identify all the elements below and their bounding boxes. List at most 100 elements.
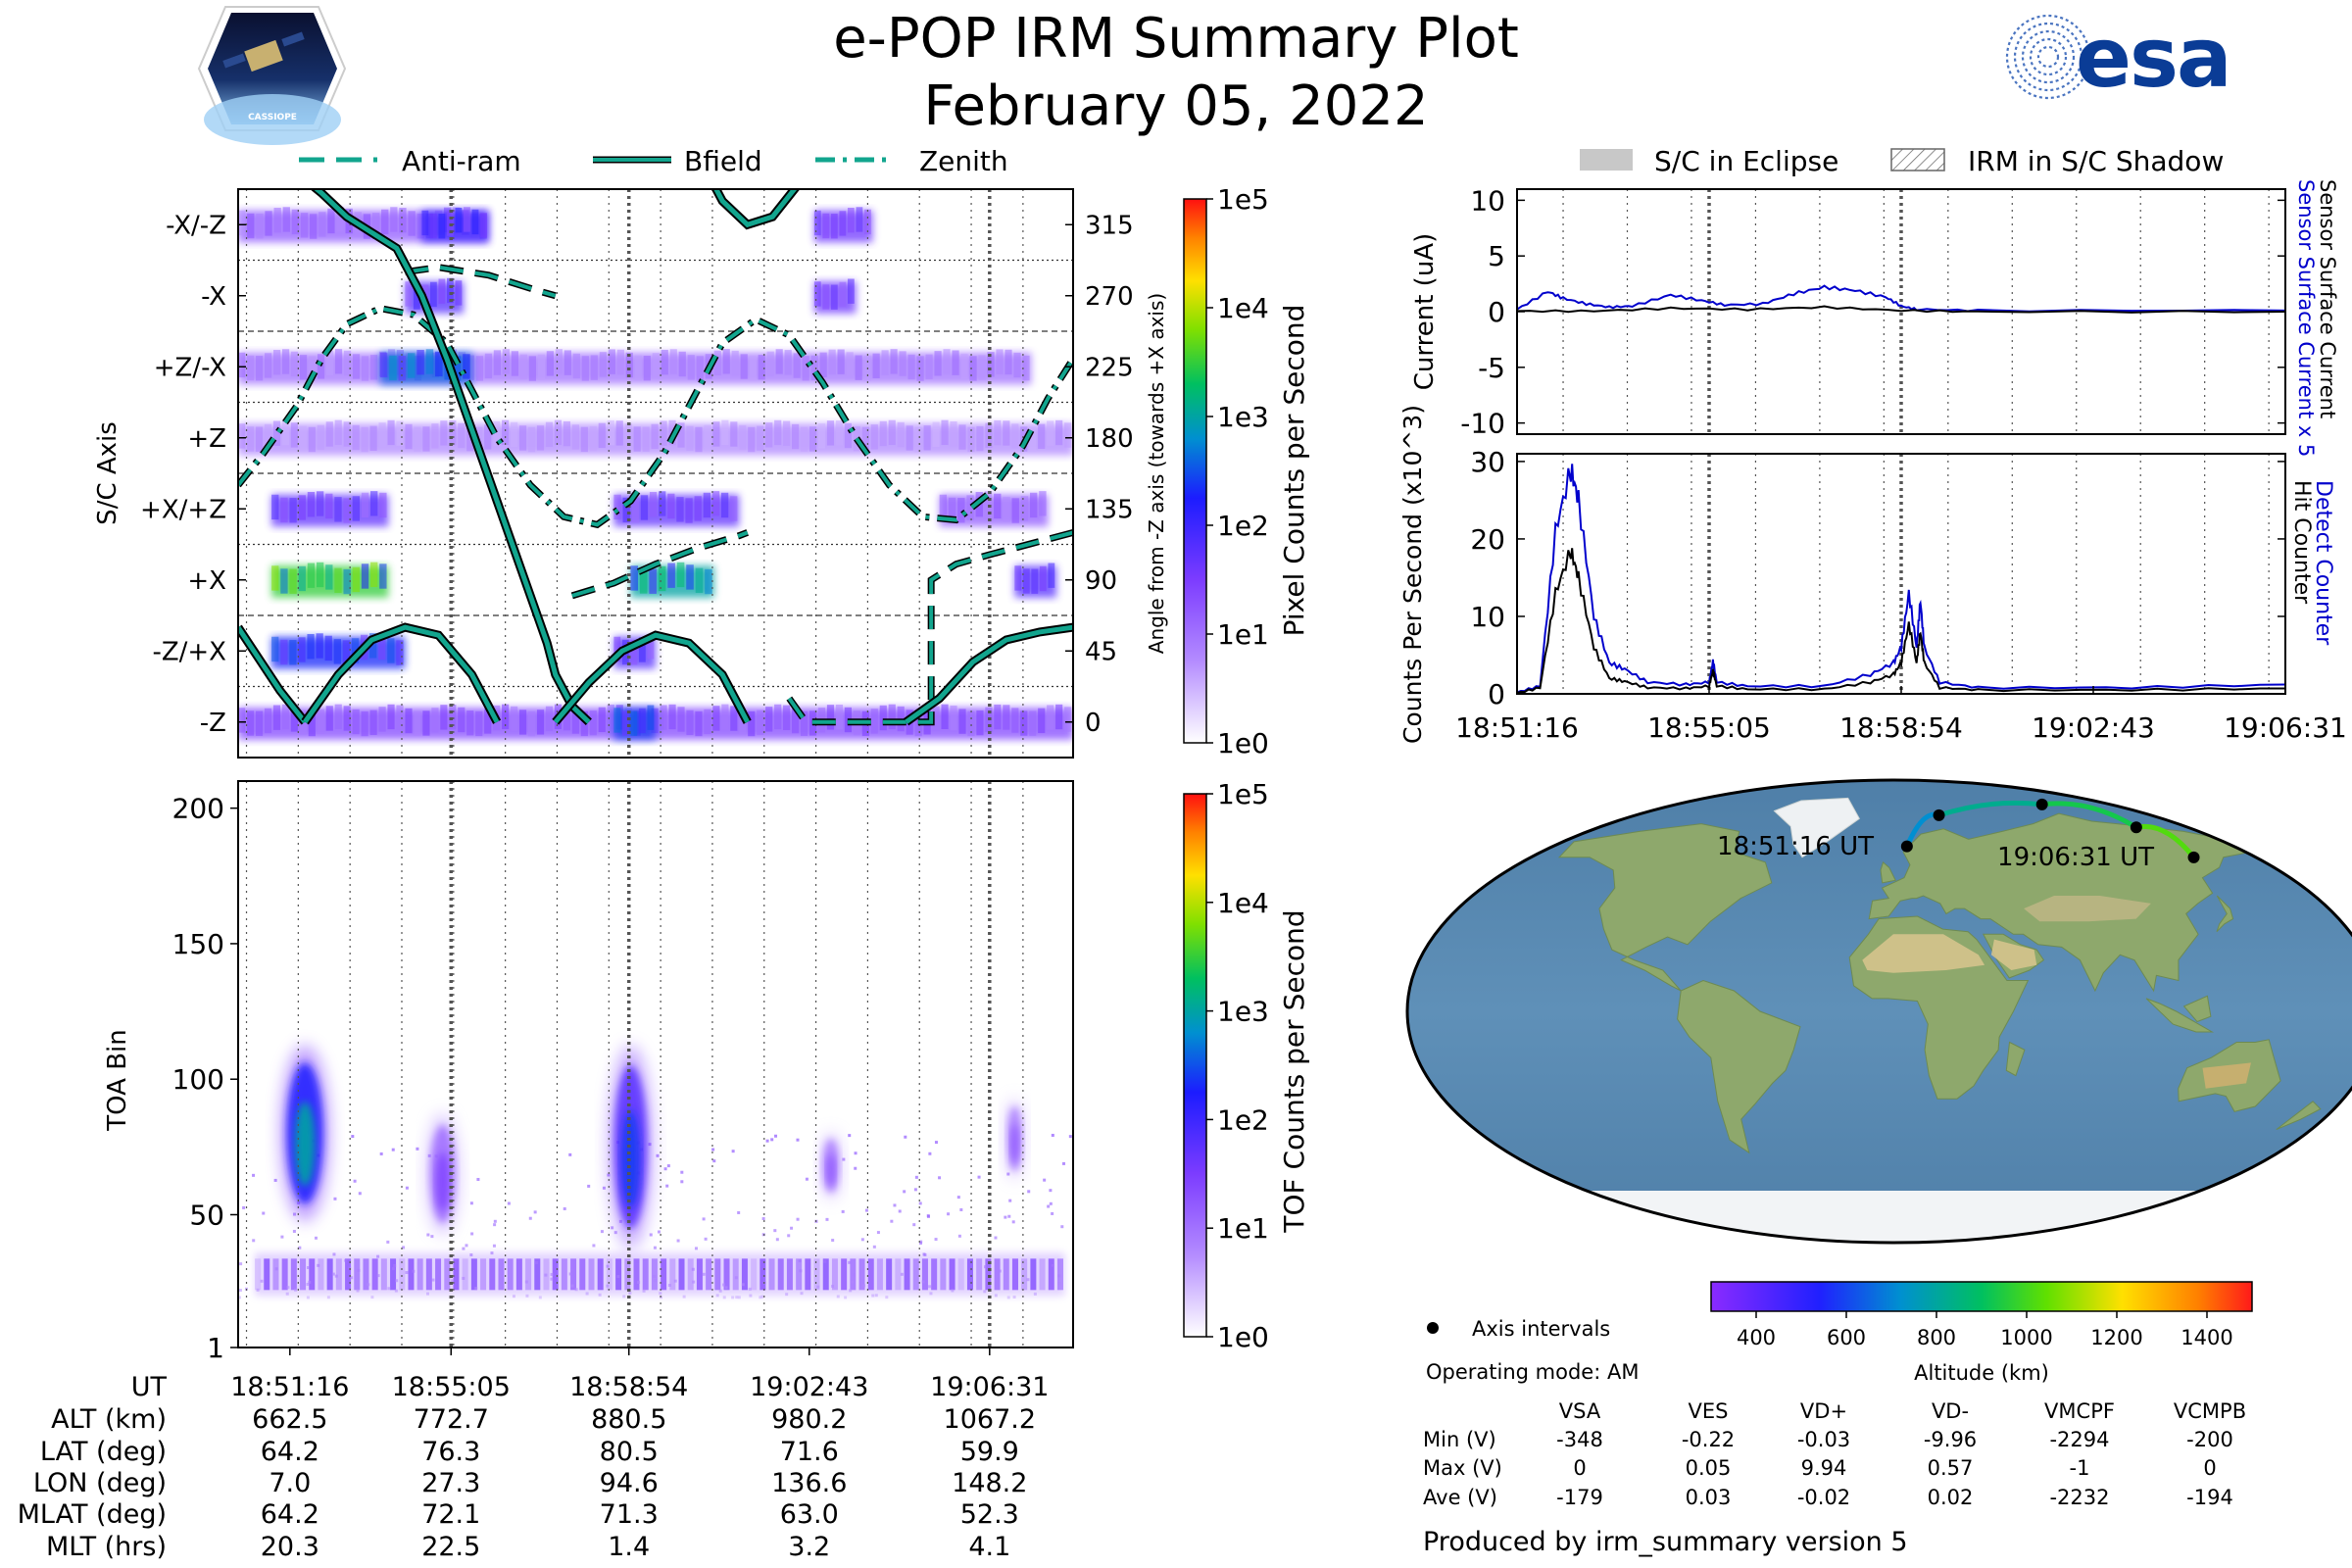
sc-heat-cell bbox=[704, 424, 711, 451]
sc-axis-label: -Z bbox=[200, 709, 226, 738]
toa-blob-core bbox=[1010, 1124, 1019, 1163]
toa-speckle bbox=[956, 1196, 960, 1200]
sc-axis-label: -Z/+X bbox=[152, 637, 226, 666]
sc-heat-cell bbox=[536, 710, 545, 735]
ephemeris-cell: 72.1 bbox=[421, 1499, 480, 1530]
toa-speckle bbox=[959, 1207, 963, 1211]
toa-speckle bbox=[286, 1286, 290, 1290]
toa-speckle bbox=[1008, 1199, 1012, 1202]
sc-heat-cell bbox=[528, 356, 536, 381]
sc-heat-cell bbox=[378, 634, 386, 661]
toa-speckle bbox=[919, 1240, 923, 1244]
antarctica bbox=[1407, 1191, 2352, 1243]
toa-speckle bbox=[876, 1231, 880, 1235]
sc-heat-cell bbox=[414, 710, 421, 736]
toa-speckle bbox=[412, 1269, 416, 1273]
sc-heat-cell bbox=[422, 710, 430, 736]
sc-heat-cell bbox=[571, 709, 579, 734]
sc-heat-cell bbox=[327, 208, 335, 234]
toa-speckle bbox=[797, 1286, 801, 1290]
sc-heat-cell bbox=[687, 355, 695, 380]
sc-heat-cell bbox=[537, 354, 545, 380]
sc-heat-cell bbox=[308, 426, 316, 453]
toa-speckle bbox=[474, 1287, 478, 1291]
toa-speckle bbox=[568, 1152, 572, 1156]
sc-heat-cell bbox=[1022, 568, 1030, 594]
toa-speckle bbox=[525, 1294, 529, 1298]
bfield-curve bbox=[712, 189, 798, 228]
sc-heat-cell bbox=[659, 491, 666, 516]
toa-speckle bbox=[238, 1289, 242, 1293]
sc-heat-cell bbox=[351, 638, 360, 663]
sc-heat-cell bbox=[307, 492, 316, 517]
voltage-cell: 9.94 bbox=[1801, 1456, 1847, 1480]
sc-heat-cell bbox=[839, 281, 847, 308]
counts-series-line bbox=[1517, 548, 2285, 694]
toa-speckle bbox=[1051, 1211, 1054, 1215]
toa-band-cell bbox=[318, 1258, 324, 1291]
sc-heat-cell bbox=[713, 350, 721, 376]
sc-heat-cell bbox=[943, 349, 951, 374]
toa-band-cell bbox=[470, 1258, 477, 1291]
counts-xtick-label: 18:58:54 bbox=[1839, 711, 1963, 744]
altitude-tick-label: 1200 bbox=[2090, 1326, 2142, 1349]
sc-heat-cell bbox=[925, 354, 933, 379]
tof-cb-tick-label: 1e1 bbox=[1217, 1212, 1269, 1245]
toa-band-cell bbox=[371, 1258, 378, 1291]
legend-eclipse-label: S/C in Eclipse bbox=[1654, 145, 1838, 177]
sc-heat-cell bbox=[870, 424, 878, 450]
toa-speckle bbox=[1049, 1189, 1053, 1193]
toa-speckle bbox=[842, 1157, 846, 1161]
sc-heat-cell bbox=[290, 351, 299, 377]
toa-band-cell bbox=[751, 1258, 758, 1291]
toa-band-cell bbox=[651, 1258, 658, 1291]
sc-heat-cell bbox=[590, 355, 598, 380]
ephemeris-cell: 772.7 bbox=[414, 1404, 489, 1435]
sc-heat-cell bbox=[793, 353, 801, 378]
sc-heat-cell bbox=[281, 419, 290, 446]
bfield-curve bbox=[553, 632, 750, 724]
sc-heat-cell bbox=[607, 419, 614, 446]
ephemeris-cell: 94.6 bbox=[600, 1468, 659, 1498]
toa-speckle bbox=[715, 1294, 719, 1298]
sc-heat-cell bbox=[695, 426, 703, 453]
figure-title: e-POP IRM Summary Plot bbox=[833, 7, 1519, 71]
sc-angle-label: 45 bbox=[1085, 637, 1117, 666]
toa-speckle bbox=[731, 1150, 735, 1153]
toa-band-cell bbox=[706, 1258, 712, 1291]
toa-speckle bbox=[816, 1285, 820, 1289]
toa-speckle bbox=[1011, 1220, 1015, 1224]
sc-heat-cell bbox=[856, 207, 863, 232]
sc-heat-cell bbox=[317, 424, 324, 451]
sc-heat-cell bbox=[613, 636, 621, 662]
toa-band-cell bbox=[858, 1258, 865, 1291]
counts-xtick-label: 19:02:43 bbox=[2032, 711, 2155, 744]
toa-band-cell bbox=[760, 1258, 766, 1291]
sc-heat-cell bbox=[1038, 423, 1046, 450]
sc-heat-cell bbox=[475, 710, 483, 737]
toa-speckle bbox=[692, 1280, 696, 1284]
sc-heat-cell bbox=[246, 355, 255, 381]
sc-heat-cell bbox=[536, 425, 545, 451]
sc-heat-cell bbox=[369, 710, 377, 735]
toa-speckle bbox=[469, 1201, 473, 1205]
toa-speckle bbox=[470, 1232, 474, 1236]
sc-heat-cell bbox=[343, 350, 352, 376]
toa-speckle bbox=[280, 1235, 284, 1239]
counts-series-line bbox=[1517, 464, 2285, 694]
toa-speckle bbox=[774, 1134, 778, 1138]
toa-speckle bbox=[654, 1279, 658, 1283]
toa-band-cell bbox=[435, 1258, 442, 1291]
sc-heat-cell bbox=[976, 710, 984, 736]
toa-speckle bbox=[947, 1212, 951, 1216]
voltage-cell: -0.02 bbox=[1797, 1486, 1850, 1509]
sc-heat-cell bbox=[480, 213, 487, 238]
toa-speckle bbox=[1057, 1282, 1061, 1286]
ephemeris-row-label: LAT (deg) bbox=[40, 1437, 167, 1467]
sc-heat-cell bbox=[387, 419, 395, 446]
toa-speckle bbox=[773, 1229, 777, 1233]
sc-heat-cell bbox=[694, 496, 702, 521]
toa-speckle bbox=[274, 1267, 278, 1271]
toa-speckle bbox=[741, 1283, 745, 1287]
toa-speckle bbox=[642, 1289, 646, 1293]
